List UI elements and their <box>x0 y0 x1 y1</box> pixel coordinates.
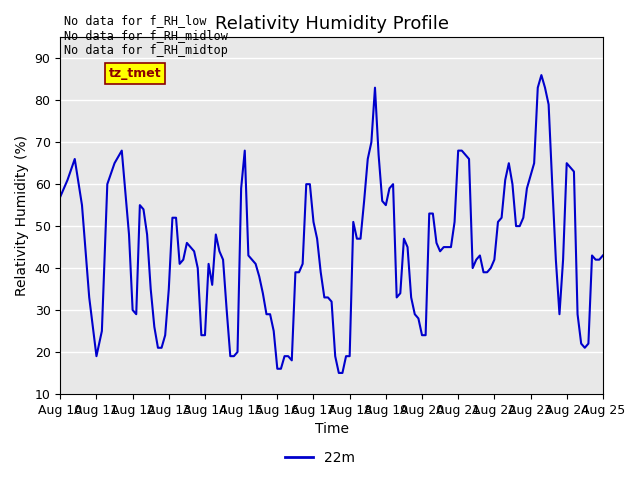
X-axis label: Time: Time <box>315 422 349 436</box>
Text: No data for f_RH_low
No data for f_RH_midlow
No data for f_RH_midtop: No data for f_RH_low No data for f_RH_mi… <box>64 14 228 58</box>
Text: tz_tmet: tz_tmet <box>109 67 161 80</box>
Y-axis label: Relativity Humidity (%): Relativity Humidity (%) <box>15 135 29 296</box>
Legend: 22m: 22m <box>280 445 360 471</box>
Title: Relativity Humidity Profile: Relativity Humidity Profile <box>214 15 449 33</box>
